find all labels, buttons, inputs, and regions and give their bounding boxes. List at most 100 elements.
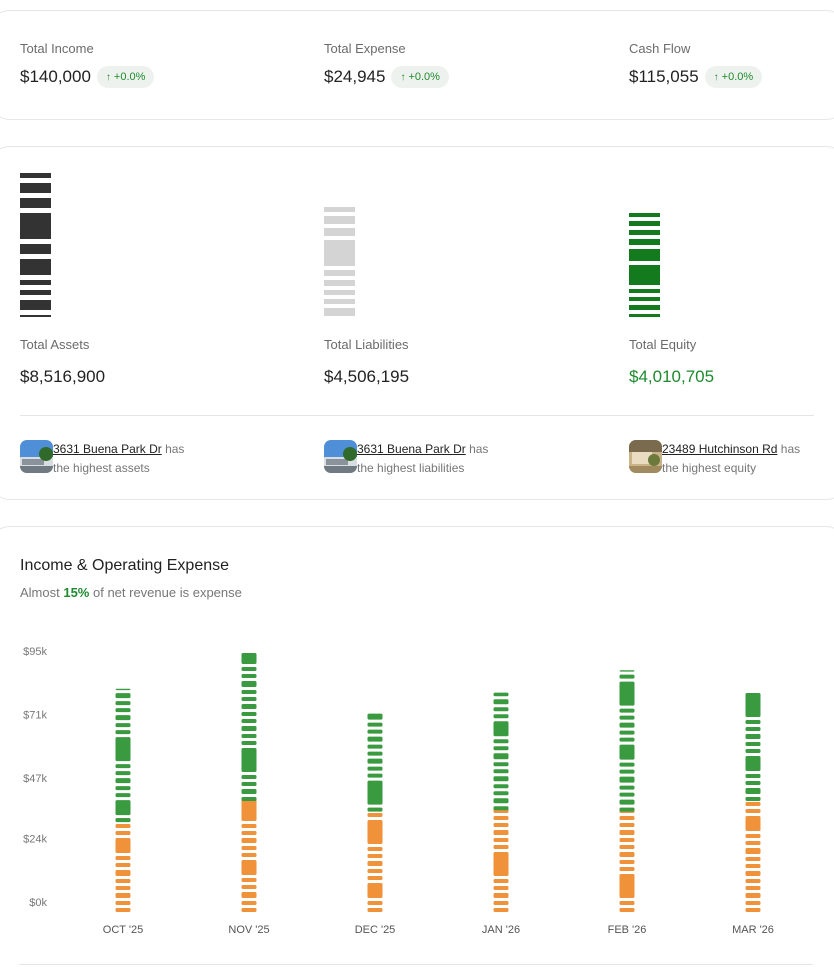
bar-segment — [241, 831, 257, 835]
bar-segment — [241, 775, 257, 780]
stack-segment — [20, 244, 51, 254]
bar-segment — [745, 742, 761, 747]
stack-segment — [629, 239, 660, 245]
stack-segment — [629, 230, 660, 235]
bar-segment — [241, 653, 257, 665]
bar-segment — [115, 879, 131, 883]
bar-segment — [241, 797, 257, 802]
bar-segment — [745, 848, 761, 854]
x-tick-label: MAR '26 — [732, 924, 774, 936]
bar-segment — [493, 784, 509, 789]
bar-segment — [115, 771, 131, 776]
bar-segment — [493, 769, 509, 774]
y-tick-label: $95k — [23, 646, 47, 658]
bar-segment — [115, 693, 131, 699]
stack-segment — [324, 207, 355, 212]
stack-segment — [324, 216, 355, 224]
property-thumbnail[interactable] — [629, 440, 662, 473]
bar-segment — [115, 708, 131, 713]
bar-segment — [619, 708, 635, 713]
bar-segment — [493, 823, 509, 827]
bar-segment — [367, 869, 383, 873]
stack-segment — [629, 221, 660, 226]
bar-segment — [745, 834, 761, 838]
stack-segment — [20, 315, 51, 317]
bar-segment — [241, 719, 257, 724]
y-tick-label: $24k — [23, 834, 47, 846]
kpi-total-expense: Total Expense $24,945 ↑ +0.0% — [324, 41, 449, 88]
highlight-desc: the highest assets — [53, 461, 150, 475]
bar-segment — [241, 734, 257, 739]
bar-segment — [493, 901, 509, 905]
stack-segment — [324, 290, 355, 295]
arrow-up-icon: ↑ — [713, 71, 719, 83]
y-tick-label: $47k — [23, 773, 47, 785]
bar-segment — [619, 715, 635, 720]
property-link[interactable]: 23489 Hutchinson Rd — [662, 442, 778, 456]
bar-segment — [493, 739, 509, 744]
highlight-desc: the highest equity — [662, 461, 757, 475]
x-tick-label: FEB '26 — [608, 924, 647, 936]
bar-segment — [493, 762, 509, 767]
bar-segment — [745, 841, 761, 845]
subtitle-post: of net revenue is expense — [89, 585, 242, 600]
arrow-up-icon: ↑ — [400, 71, 406, 83]
assets-label: Total Assets — [20, 337, 90, 352]
change-badge: ↑ +0.0% — [704, 66, 763, 88]
bar-segment — [241, 681, 257, 688]
bar-segment — [619, 737, 635, 742]
bar-segment — [493, 791, 509, 796]
kpi-value: $24,945 — [324, 67, 386, 86]
property-link[interactable]: 3631 Buena Park Dr — [53, 442, 162, 456]
bar-segment — [619, 722, 635, 728]
bar-segment — [367, 780, 383, 805]
bar-segment — [115, 737, 131, 762]
bar-segment — [241, 741, 257, 746]
bar-segment — [619, 901, 635, 905]
property-thumbnail[interactable] — [20, 440, 53, 473]
bar-segment — [241, 853, 257, 857]
kpi-label: Cash Flow — [629, 41, 691, 56]
bar-segment — [115, 863, 131, 867]
property-thumbnail[interactable] — [324, 440, 357, 473]
bar-segment — [115, 908, 131, 912]
highlight-text: 3631 Buena Park Dr has the highest asset… — [53, 440, 213, 478]
bar-segment — [619, 908, 635, 912]
bar-segment — [493, 746, 509, 751]
bar-segment — [619, 670, 635, 672]
bar-segment — [745, 756, 761, 772]
stack-segment — [20, 259, 51, 275]
stack-segment — [324, 270, 355, 276]
kpi-label: Total Expense — [324, 41, 406, 56]
bar-segment — [241, 726, 257, 732]
highlight-liabilities: 3631 Buena Park Dr has the highest liabi… — [324, 440, 517, 478]
bar-segment — [619, 867, 635, 871]
bar-segment — [367, 736, 383, 742]
bar-segment — [493, 816, 509, 820]
bar-segment — [619, 776, 635, 783]
bar-segment — [241, 846, 257, 850]
bar-segment — [619, 845, 635, 849]
change-badge: ↑ +0.0% — [96, 66, 155, 88]
bar-segment — [367, 908, 383, 912]
property-link[interactable]: 3631 Buena Park Dr — [357, 442, 466, 456]
bar-segment — [745, 816, 761, 831]
bar-segment — [493, 721, 509, 737]
bar-segment — [493, 886, 509, 890]
bar-segment — [619, 838, 635, 842]
highlight-text: 3631 Buena Park Dr has the highest liabi… — [357, 440, 517, 478]
has-text: has — [165, 442, 185, 456]
bar-segment — [241, 782, 257, 787]
bar-segment — [745, 809, 761, 813]
bar-segment — [241, 748, 257, 773]
kpi-label: Total Income — [20, 41, 94, 56]
bar-segment — [493, 753, 509, 760]
balance-card: Total Assets $8,516,900 Total Liabilitie… — [0, 146, 834, 500]
bar-segment — [493, 806, 509, 811]
divider — [20, 415, 814, 416]
stack-segment — [324, 240, 355, 266]
x-tick-label: NOV '25 — [228, 924, 269, 936]
bar-segment — [493, 707, 509, 712]
stack-segment — [20, 173, 51, 178]
stack-segment — [324, 280, 355, 286]
